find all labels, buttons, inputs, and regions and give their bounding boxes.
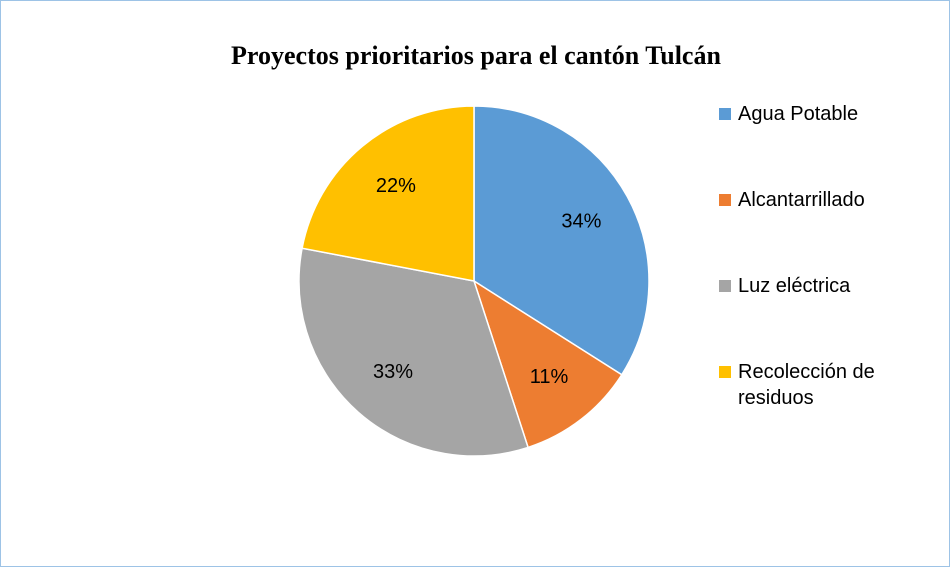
slice-label: 33% [373,361,413,383]
pie-slice [301,105,475,282]
slice-label: 34% [561,210,601,232]
slice-label: 22% [376,175,416,197]
legend-label: Agua Potable [738,103,859,125]
slice-label: 11% [530,366,569,388]
legend-swatch [719,366,731,378]
chart-title: Proyectos prioritarios para el cantón Tu… [231,41,721,70]
legend-swatch [719,194,731,206]
pie-slice [473,105,650,376]
pie-slice [298,247,530,457]
legend-item: Agua Potable [719,101,894,127]
legend: Agua Potable Alcantarrillado Luz eléctrica… [719,101,894,471]
legend-label: Recolección de residuos [738,361,875,409]
legend-swatch [719,108,731,120]
legend-item: Recolección de residuos [719,359,894,411]
legend-label: Luz eléctrica [738,275,851,297]
legend-swatch [719,280,731,292]
legend-item: Alcantarrillado [719,187,894,213]
legend-item: Luz eléctrica [719,273,894,299]
legend-label: Alcantarrillado [738,189,865,211]
pie-slice [472,279,623,449]
